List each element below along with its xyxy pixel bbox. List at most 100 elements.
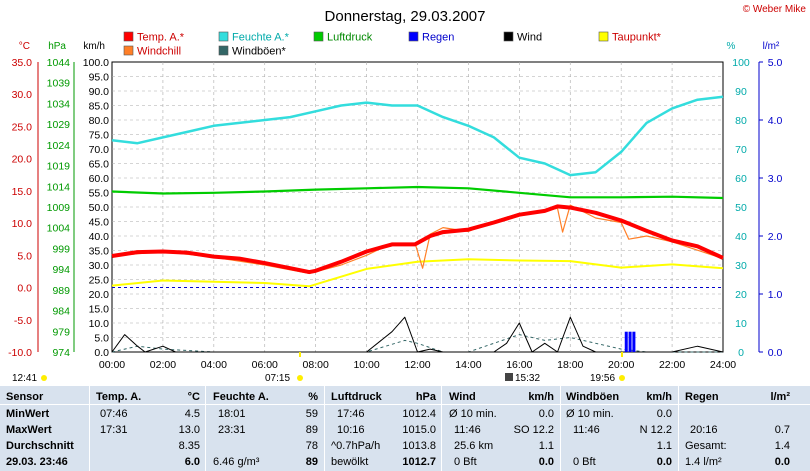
legend-label: Wind [517, 32, 542, 44]
cur-abs-humidity: 6.46 g/m³ [213, 456, 260, 468]
legend-label: Regen [422, 32, 454, 44]
hum-tick-label: 80 [735, 115, 747, 127]
sunrise-prev-time: 12:41 [12, 373, 37, 384]
rain-tick-label: 1.0 [768, 289, 783, 301]
pressure-tick-label: 1039 [47, 78, 71, 90]
axis-unit-wind: km/h [83, 41, 105, 52]
hum-tick-label: 70 [735, 144, 747, 156]
hum-tick-label: 40 [735, 231, 747, 243]
rain-bar [632, 331, 636, 352]
sunset-time: 19:56 [590, 373, 615, 384]
legend-swatch [218, 45, 229, 56]
wind-tick-label: 15.0 [89, 304, 110, 316]
axis-unit-pressure: hPa [48, 41, 66, 52]
rain-tick-label: 3.0 [768, 173, 783, 185]
wind-tick-label: 20.0 [89, 289, 110, 301]
legend-swatch [598, 31, 609, 42]
wind-tick-label: 100.0 [83, 57, 109, 69]
time-tick-label: 20:00 [608, 359, 634, 371]
temp-tick-label: 20.0 [12, 154, 33, 166]
avg-wind-distance: 25.6 km [454, 440, 494, 452]
time-tick-label: 24:00 [710, 359, 736, 371]
hum-tick-label: 50 [735, 202, 747, 214]
weather-chart: Donnerstag, 29.03.2007 © Weber Mike Temp. … [8, 4, 806, 384]
summary-table [0, 386, 810, 471]
axis-unit-hum: % [727, 41, 736, 52]
min-hum-value: 59 [305, 408, 318, 420]
legend-swatch [123, 45, 134, 56]
time-tick-label: 14:00 [455, 359, 481, 371]
max-press-time: 10:16 [337, 424, 365, 436]
wind-tick-label: 90.0 [89, 86, 110, 98]
pressure-tick-label: 979 [52, 326, 70, 338]
row-max-label: MaxWert [6, 424, 52, 436]
max-temp-value: 13.0 [178, 424, 200, 436]
pressure-tick-label: 1034 [47, 98, 71, 110]
pressure-tick-label: 1019 [47, 161, 71, 173]
moon-time: 15:32 [515, 373, 540, 384]
pressure-tick-label: 999 [52, 243, 70, 255]
pressure-tick-label: 974 [52, 347, 70, 359]
max-press-value: 1015.0 [402, 424, 436, 436]
time-tick-label: 16:00 [506, 359, 532, 371]
min-wind-label: Ø 10 min. [449, 408, 497, 420]
max-rain-time: 20:16 [690, 424, 718, 436]
row-avg-label: Durchschnitt [6, 440, 74, 452]
chart-title: Donnerstag, 29.03.2007 [325, 8, 486, 25]
max-temp-time: 17:31 [100, 424, 128, 436]
legend-label: Luftdruck [327, 32, 373, 44]
avg-temp-value: 8.35 [178, 440, 200, 452]
wind-tick-label: 95.0 [89, 72, 110, 84]
table-header-gust-unit: km/h [646, 391, 672, 403]
wind-tick-label: 65.0 [89, 159, 110, 171]
series-luftdruck [111, 185, 724, 200]
cur-wind-value: 0.0 [538, 456, 554, 468]
series-taupunkt [111, 258, 724, 288]
avg-rain-label: Gesamt: [685, 440, 727, 452]
wind-tick-label: 85.0 [89, 101, 110, 113]
hum-tick-label: 90 [735, 86, 747, 98]
time-tick-label: 12:00 [404, 359, 430, 371]
moon-icon [505, 373, 513, 381]
time-tick-label: 08:00 [303, 359, 329, 371]
wind-tick-label: 30.0 [89, 260, 110, 272]
avg-rain-value: 1.4 [774, 440, 790, 452]
legend-label: Windböen* [232, 46, 287, 58]
table-header-sensor: Sensor [6, 391, 44, 403]
wind-tick-label: 70.0 [89, 144, 110, 156]
max-wind-time: 11:46 [454, 424, 481, 436]
legend-label: Temp. A.* [137, 32, 185, 44]
cur-rain-label: 1.4 l/m² [685, 456, 722, 468]
series-temp-a [111, 204, 724, 275]
table-header-temp: Temp. A. [96, 391, 142, 403]
avg-hum-value: 78 [305, 440, 318, 452]
time-tick-label: 02:00 [150, 359, 176, 371]
legend-swatch [408, 31, 419, 42]
legend-label: Windchill [137, 46, 181, 58]
wind-tick-label: 50.0 [89, 202, 110, 214]
min-press-time: 17:46 [337, 408, 365, 420]
max-hum-time: 23:31 [218, 424, 246, 436]
pressure-tick-label: 1044 [47, 57, 71, 69]
hum-tick-label: 10 [735, 318, 747, 330]
temp-tick-label: 0.0 [17, 283, 32, 295]
rain-bar [628, 331, 632, 352]
cur-gust-bft: 0 Bft [573, 456, 596, 468]
temp-tick-label: 35.0 [12, 57, 33, 69]
time-tick-label: 18:00 [557, 359, 583, 371]
sun-marker [41, 375, 47, 381]
min-temp-time: 07:46 [100, 408, 128, 420]
table-header-rain: Regen [685, 391, 719, 403]
pressure-tick-label: 1009 [47, 202, 71, 214]
cur-temp-value: 6.0 [184, 456, 200, 468]
wind-tick-label: 10.0 [89, 318, 110, 330]
row-current-label: 29.03. 23:46 [6, 456, 68, 468]
temp-tick-label: 25.0 [12, 121, 33, 133]
time-tick-label: 22:00 [659, 359, 685, 371]
wind-tick-label: 35.0 [89, 246, 110, 258]
legend-swatch [503, 31, 514, 42]
axis-unit-rain: l/m² [763, 41, 780, 52]
wind-tick-label: 80.0 [89, 115, 110, 127]
min-press-value: 1012.4 [402, 408, 436, 420]
wind-tick-label: 0.0 [94, 347, 109, 359]
